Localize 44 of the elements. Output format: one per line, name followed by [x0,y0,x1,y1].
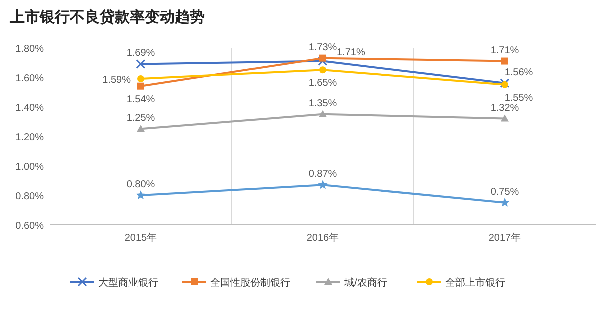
data-label: 1.71% [337,47,366,58]
data-label: 1.56% [504,67,534,78]
point [502,81,508,88]
y-tick-label: 1.20% [16,132,44,144]
y-tick-label: 0.60% [16,221,44,232]
point [136,190,146,200]
legend-label: 全部上市银行 [446,277,506,289]
point [320,54,326,62]
legend-label: 城/农商行 [344,277,388,289]
legend-label: 全国性股份制银行 [210,277,290,289]
data-label: 1.65% [308,78,338,90]
y-tick-label: 1.60% [16,74,44,84]
x-tick-label: 2016年 [306,232,340,244]
data-label: 0.87% [308,169,338,180]
x-tick-label: 2017年 [488,232,522,244]
y-tick-label: 0.80% [16,192,44,202]
data-label: 1.35% [308,98,338,110]
point [500,198,510,207]
legend-label: 大型商业银行 [98,277,158,289]
chart-title: 上市银行不良贷款率变动趋势 [9,8,205,26]
data-label: 1.71% [490,45,520,56]
point [138,75,144,82]
data-label: 1.55% [504,92,534,104]
point [320,66,326,74]
data-label: 1.59% [102,74,132,86]
data-label: 1.32% [490,102,520,114]
point [318,180,328,190]
point [138,82,144,90]
point [319,110,327,118]
data-label: 1.69% [126,48,156,60]
point [502,58,508,65]
y-tick-label: 1.80% [16,44,44,55]
x-tick-label: 2015年 [124,232,158,244]
point [136,59,146,69]
data-label: 1.73% [308,42,338,54]
point [501,114,509,122]
y-tick-label: 1.40% [16,103,44,114]
data-label: 0.75% [490,186,520,198]
data-label: 1.25% [126,113,156,124]
point [500,78,510,88]
point [137,125,145,132]
data-label: 1.54% [126,94,156,106]
y-tick-label: 1.00% [16,162,44,173]
data-label: 0.80% [126,180,156,190]
